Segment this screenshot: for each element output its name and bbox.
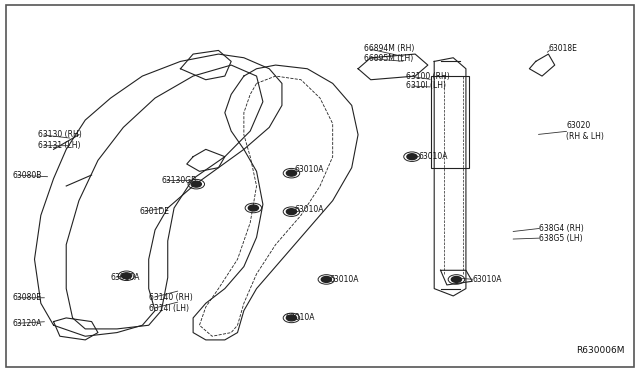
Text: 63010A: 63010A (294, 165, 324, 174)
Circle shape (286, 209, 296, 215)
Circle shape (321, 276, 332, 282)
Text: 63018E: 63018E (548, 44, 577, 53)
Text: 63010A: 63010A (330, 275, 359, 284)
Text: 63100 (RH): 63100 (RH) (406, 71, 449, 81)
Text: 63010A: 63010A (294, 205, 324, 214)
Text: 63010A: 63010A (472, 275, 502, 284)
Text: 63130 (RH): 63130 (RH) (38, 130, 81, 139)
Circle shape (122, 273, 132, 279)
Text: 6314I (LH): 6314I (LH) (148, 304, 189, 313)
Text: 66894M (RH): 66894M (RH) (364, 44, 415, 53)
Circle shape (191, 181, 202, 187)
Text: 63120A: 63120A (12, 319, 42, 328)
Text: 66895M (LH): 66895M (LH) (364, 54, 413, 63)
Circle shape (451, 276, 461, 282)
Text: 63020
(RH & LH): 63020 (RH & LH) (566, 121, 604, 141)
Text: 63010A: 63010A (419, 152, 448, 161)
Text: 63140 (RH): 63140 (RH) (148, 293, 193, 302)
Text: R630006M: R630006M (576, 346, 625, 355)
Text: 63131 (LH): 63131 (LH) (38, 141, 80, 150)
Text: 63080E: 63080E (12, 293, 42, 302)
Text: 6301DE: 6301DE (139, 207, 169, 216)
Circle shape (286, 315, 296, 321)
Circle shape (248, 205, 259, 211)
Circle shape (407, 154, 417, 160)
Circle shape (286, 170, 296, 176)
Text: 638G5 (LH): 638G5 (LH) (539, 234, 582, 243)
Text: 63130GB: 63130GB (161, 176, 196, 185)
Text: 63010A: 63010A (285, 314, 315, 323)
Text: 63080B: 63080B (12, 170, 42, 180)
Bar (431, 76, 469, 168)
Text: 638G4 (RH): 638G4 (RH) (539, 224, 584, 232)
Text: 63010A: 63010A (111, 273, 140, 282)
Text: 6310I (LH): 6310I (LH) (406, 81, 445, 90)
